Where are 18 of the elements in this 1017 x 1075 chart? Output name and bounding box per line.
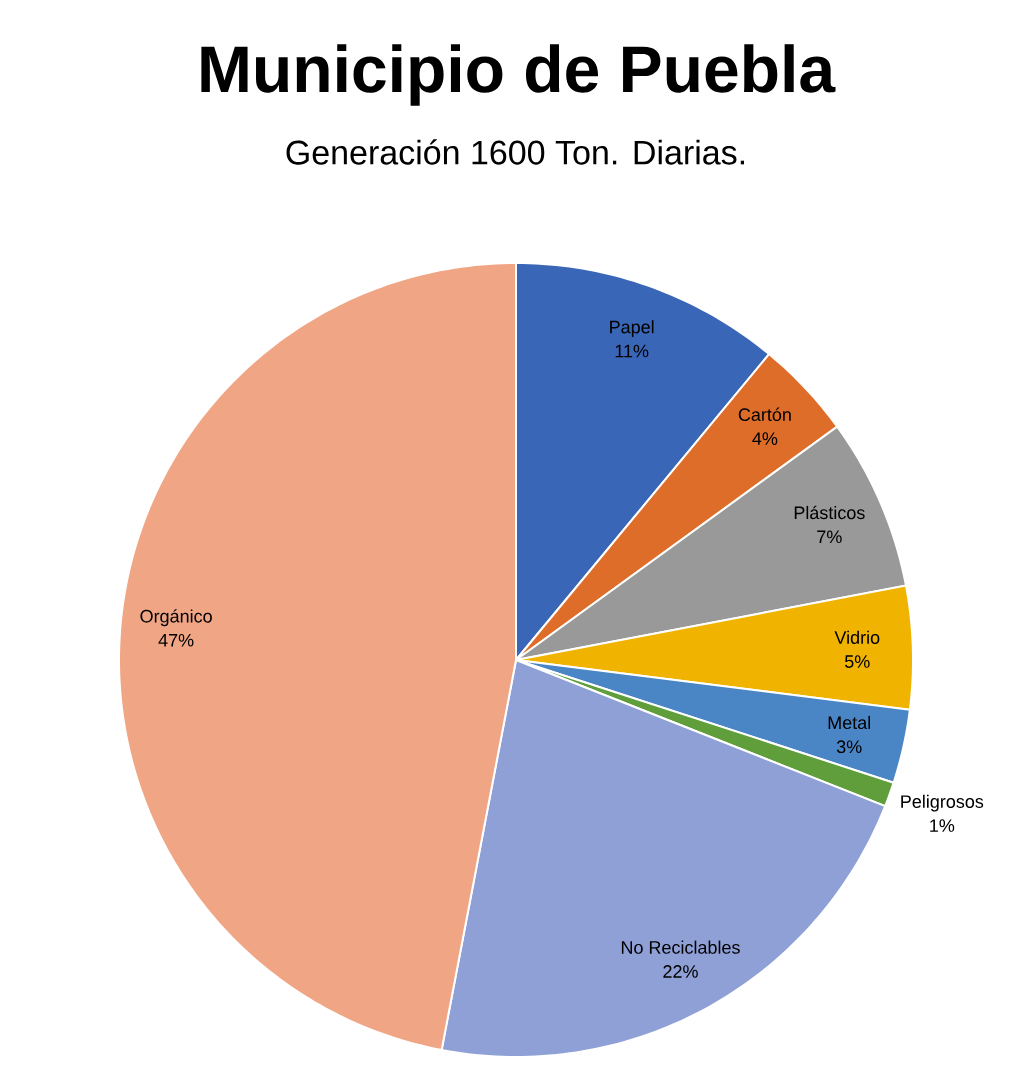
data-label: 11% — [615, 344, 649, 358]
slice-label: Plásticos — [794, 505, 865, 520]
slice-label: No Reciclables — [621, 940, 740, 954]
chart-subtitle: Generación 1600 Ton. Diarias. — [286, 139, 745, 165]
slice-label: Vidrio — [834, 630, 880, 644]
slice-label: Papel — [610, 320, 654, 337]
slice-label: Metal — [828, 715, 870, 730]
slice-label: Cartón — [738, 407, 791, 422]
data-label: 4% — [752, 432, 778, 445]
data-label: 5% — [844, 655, 870, 668]
data-label: 3% — [836, 740, 862, 754]
slice-label: Orgánico — [140, 609, 212, 627]
slice-label: Peligrosos — [901, 794, 984, 812]
data-label: 1% — [930, 819, 955, 832]
chart-title: Municipio de Puebla — [201, 44, 836, 106]
data-label: 7% — [817, 530, 842, 544]
data-label: 22% — [663, 965, 698, 978]
data-label: 47% — [158, 633, 194, 647]
